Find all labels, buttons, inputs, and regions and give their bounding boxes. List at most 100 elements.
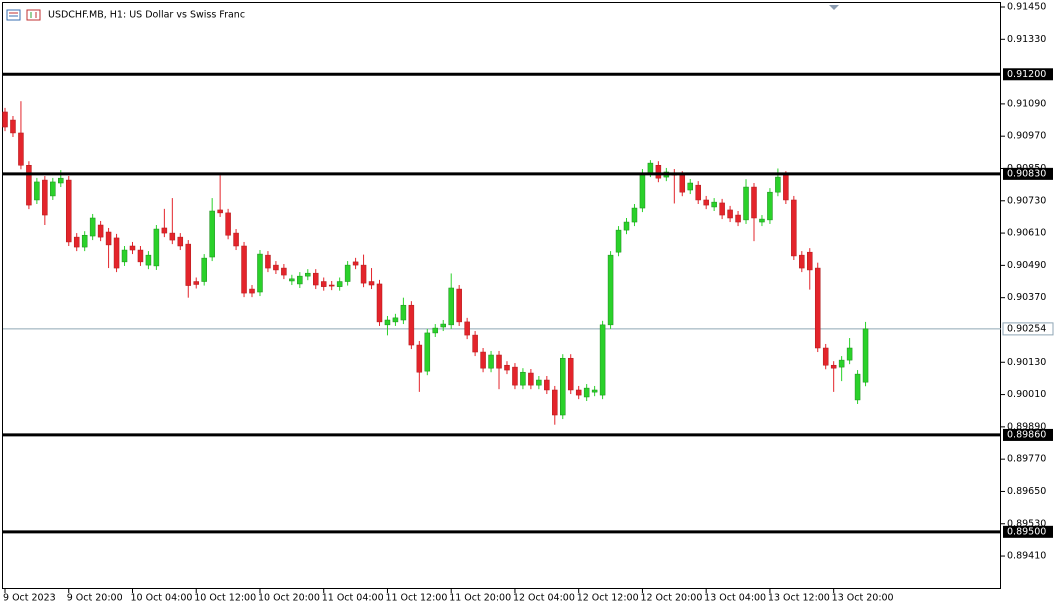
candle-body xyxy=(217,209,223,214)
candle-body xyxy=(384,319,391,326)
y-tick-label: 0.91450 xyxy=(1007,1,1046,12)
candle-body xyxy=(209,210,215,258)
candle-body xyxy=(743,186,749,221)
candle-body xyxy=(575,389,582,396)
level-label: 0.91200 xyxy=(1007,69,1046,80)
candle-body xyxy=(536,379,542,386)
candle-body xyxy=(488,354,494,369)
current-price-box xyxy=(1002,322,1054,336)
shift-marker[interactable] xyxy=(829,5,839,10)
y-tick-label: 0.89770 xyxy=(1007,454,1046,465)
candle-body xyxy=(767,191,773,221)
candle-body xyxy=(695,184,701,201)
candle-body xyxy=(607,254,614,326)
candle-body xyxy=(193,281,199,285)
candle-body xyxy=(65,179,72,243)
candle-body xyxy=(480,351,486,369)
candle-body xyxy=(639,172,646,209)
candle-body xyxy=(145,254,152,266)
candle-body xyxy=(18,132,24,166)
candle-body xyxy=(328,284,335,287)
candle-body xyxy=(599,324,606,396)
level-box xyxy=(1003,525,1053,538)
candle-body xyxy=(862,328,869,383)
candle-body xyxy=(273,264,279,271)
header-icons xyxy=(6,9,41,21)
candle-body xyxy=(10,119,16,134)
candle-body xyxy=(368,281,375,286)
x-tick-label: 10 Oct 04:00 xyxy=(130,593,192,604)
level-label: 0.90830 xyxy=(1007,168,1046,179)
y-tick-label: 0.90730 xyxy=(1007,195,1046,206)
candle-body xyxy=(830,364,837,369)
candle-body xyxy=(655,165,662,179)
candle-body xyxy=(448,287,454,326)
candle-body xyxy=(703,199,709,206)
candle-body xyxy=(97,224,104,238)
y-tick-label: 0.90130 xyxy=(1007,357,1046,368)
candle-body xyxy=(472,334,478,353)
y-tick-label: 0.89650 xyxy=(1007,486,1046,497)
x-tick-label: 11 Oct 04:00 xyxy=(322,593,384,604)
x-tick-label: 13 Oct 12:00 xyxy=(768,593,830,604)
icon-list[interactable] xyxy=(6,9,21,21)
level-box xyxy=(1003,167,1053,180)
candle-body xyxy=(42,179,48,216)
candle-body xyxy=(352,261,359,266)
y-tick-label: 0.91330 xyxy=(1007,34,1046,45)
candle-body xyxy=(432,327,439,334)
level-label: 0.89860 xyxy=(1007,429,1046,440)
candle-body xyxy=(376,283,383,323)
candle-body xyxy=(424,332,431,372)
candle-body xyxy=(201,257,207,282)
y-tick-label: 0.90970 xyxy=(1007,131,1046,142)
candle-body xyxy=(185,243,192,286)
candle-body xyxy=(169,232,176,241)
x-tick-label: 9 Oct 20:00 xyxy=(67,593,123,604)
candle-body xyxy=(591,389,598,393)
candle-body xyxy=(512,366,518,386)
candle-body xyxy=(177,236,184,247)
level-box xyxy=(1003,428,1053,441)
candle-body xyxy=(89,217,96,237)
candle-body xyxy=(846,347,853,361)
candle-body xyxy=(73,236,80,248)
x-tick-label: 9 Oct 2023 xyxy=(3,593,56,604)
candle-body xyxy=(392,317,399,323)
candle-body xyxy=(838,359,845,368)
candle-body xyxy=(552,389,558,416)
candle-body xyxy=(615,229,622,253)
candle-body xyxy=(631,207,638,223)
candle-body xyxy=(775,176,781,193)
candle-body xyxy=(727,209,733,219)
candle-body xyxy=(281,267,287,276)
candle-body xyxy=(783,174,789,201)
candle-body xyxy=(265,254,271,269)
candle-body xyxy=(105,231,112,246)
chart-title: USDCHF.MB, H1: US Dollar vs Swiss Franc xyxy=(48,10,245,21)
candle-body xyxy=(504,364,510,371)
candle-body xyxy=(496,354,502,369)
candle-body xyxy=(583,387,590,398)
candle-body xyxy=(113,237,120,269)
icon-chart[interactable] xyxy=(26,9,41,21)
x-tick-label: 10 Oct 12:00 xyxy=(194,593,256,604)
y-tick-label: 0.91090 xyxy=(1007,98,1046,109)
candle-body xyxy=(34,181,40,201)
candle-body xyxy=(313,272,319,286)
candle-body xyxy=(2,111,8,128)
current-price-label: 0.90254 xyxy=(1007,323,1046,334)
candle-body xyxy=(464,321,470,336)
y-tick-label: 0.89530 xyxy=(1007,518,1046,529)
candle-body xyxy=(344,264,351,282)
y-tick-label: 0.89410 xyxy=(1007,551,1046,562)
x-tick-label: 10 Oct 20:00 xyxy=(258,593,320,604)
candle-body xyxy=(799,254,805,269)
candle-body xyxy=(687,182,693,191)
candle-body xyxy=(408,304,415,346)
candle-body xyxy=(751,186,757,219)
candle-body xyxy=(416,344,423,373)
level-box xyxy=(1003,68,1053,81)
candle-body xyxy=(791,199,797,257)
